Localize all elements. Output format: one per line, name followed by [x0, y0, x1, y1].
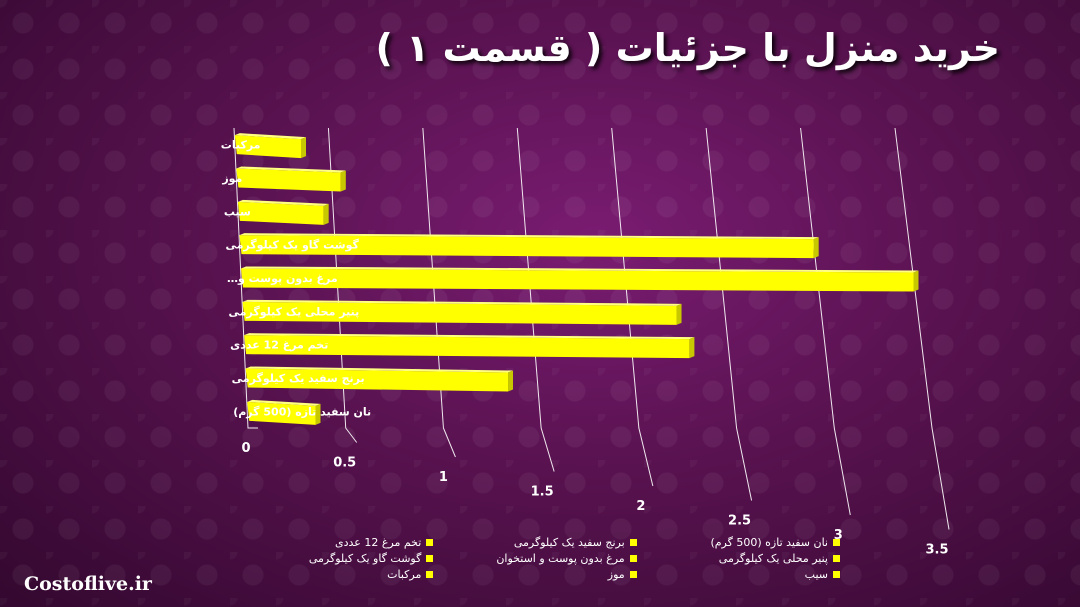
x-tick-labels: 0 0.5 1 1.5 2 2.5 3 3.5	[241, 441, 948, 558]
legend: نان سفید تازه (500 گرم) برنج سفید یک کیلو…	[230, 536, 840, 581]
bar-face	[239, 235, 814, 259]
legend-swatch	[426, 539, 434, 546]
category-label: گوشت گاو یک کیلوگرمی	[225, 239, 359, 252]
bar	[245, 366, 514, 392]
bar	[237, 199, 329, 225]
bar-top	[234, 133, 307, 140]
bar-top	[245, 366, 514, 373]
grid-line	[327, 127, 358, 443]
category-label: سیب	[224, 205, 251, 218]
legend-item: مرغ بدون پوست و استخوان	[433, 552, 637, 565]
x-tick-label: 0.5	[333, 456, 356, 471]
bar	[239, 233, 819, 259]
bar-end	[340, 170, 346, 192]
legend-label: مرکبات	[387, 568, 422, 581]
bar-top	[239, 233, 819, 240]
bar-face	[247, 401, 316, 425]
bar-top	[244, 333, 695, 340]
legend-swatch	[833, 555, 840, 562]
legend-label: برنج سفید یک کیلوگرمی	[513, 536, 625, 549]
legend-swatch	[833, 539, 840, 546]
x-tick-label: 1.5	[531, 485, 554, 500]
grid-line	[800, 127, 851, 516]
legend-label: موز	[607, 568, 625, 581]
bar-end	[301, 137, 307, 159]
bar-face	[234, 135, 302, 159]
bar-end	[813, 237, 819, 259]
category-label: موز	[221, 172, 242, 185]
category-label: مرغ بدون پوست و…	[227, 272, 338, 285]
category-label: تخم مرغ 12 عددی	[230, 339, 328, 352]
bar	[244, 333, 695, 359]
bar	[241, 266, 919, 292]
x-tick-label: 1	[439, 470, 448, 485]
legend-swatch	[833, 571, 840, 578]
legend-swatch	[629, 539, 637, 546]
legend-item: موز	[433, 568, 637, 581]
bar-end	[323, 203, 329, 225]
page-title: خرید منزل با جزئیات ( قسمت ۱ )	[375, 26, 1001, 70]
legend-swatch	[426, 555, 434, 562]
grid-line	[611, 127, 654, 487]
bar	[236, 166, 346, 192]
bar	[242, 299, 682, 325]
category-label: مرکبات	[221, 139, 261, 152]
bar-top	[247, 399, 321, 406]
bar-top	[242, 299, 682, 306]
bars	[234, 133, 919, 425]
bar-face	[242, 301, 677, 325]
legend-label: مرغ بدون پوست و استخوان	[496, 552, 625, 565]
legend-label: گوشت گاو یک کیلوگرمی	[308, 552, 422, 565]
bar-end	[689, 337, 695, 359]
legend-item: برنج سفید یک کیلوگرمی	[433, 536, 637, 549]
x-tick-label: 3	[834, 528, 843, 543]
x-tick-label: 0	[241, 441, 250, 456]
bar-top	[237, 199, 329, 206]
bar-face	[241, 268, 914, 292]
grid-line	[516, 127, 555, 472]
legend-swatch	[426, 571, 434, 578]
bar-end	[676, 303, 682, 325]
bar-end	[315, 403, 321, 425]
grid-line	[233, 127, 258, 429]
legend-label: سیب	[804, 568, 828, 581]
bar-face	[237, 201, 324, 225]
legend-item: سیب	[637, 568, 840, 581]
legend-swatch	[629, 555, 637, 562]
grid-line	[705, 127, 753, 501]
x-tick-label: 2	[636, 499, 645, 514]
x-tick-label: 2.5	[728, 514, 751, 529]
legend-swatch	[629, 571, 637, 578]
legend-label: تخم مرغ 12 عددی	[334, 536, 422, 549]
category-label: برنج سفید یک کیلوگرمی	[232, 372, 365, 385]
legend-item: گوشت گاو یک کیلوگرمی	[230, 552, 434, 565]
bar-top	[241, 266, 919, 273]
bar-end	[913, 270, 919, 292]
bar-face	[245, 368, 509, 392]
x-tick-label: 3.5	[925, 543, 948, 558]
category-labels: مرکبات موز سیب گوشت گاو یک کیلوگرمی مرغ بدون…	[221, 139, 371, 419]
legend-label: نان سفید تازه (500 گرم)	[710, 536, 828, 549]
bar-top	[236, 166, 346, 173]
bar-end	[508, 370, 514, 392]
bar	[234, 133, 307, 159]
legend-item: پنیر محلی یک کیلوگرمی	[637, 552, 840, 565]
category-label: نان سفید تازه (500 گرم)	[233, 405, 371, 418]
legend-item: نان سفید تازه (500 گرم)	[637, 536, 840, 549]
legend-item: مرکبات	[230, 568, 434, 581]
bar-face	[244, 335, 690, 359]
category-label: پنیر محلی یک کیلوگرمی	[229, 305, 360, 318]
bar-face	[236, 168, 341, 192]
grid-lines	[233, 127, 950, 530]
bar	[247, 399, 321, 425]
grid-line	[894, 127, 950, 530]
grid-line	[422, 127, 456, 458]
legend-item: تخم مرغ 12 عددی	[230, 536, 434, 549]
legend-label: پنیر محلی یک کیلوگرمی	[718, 552, 828, 565]
watermark: Costoflive.ir	[24, 573, 152, 595]
